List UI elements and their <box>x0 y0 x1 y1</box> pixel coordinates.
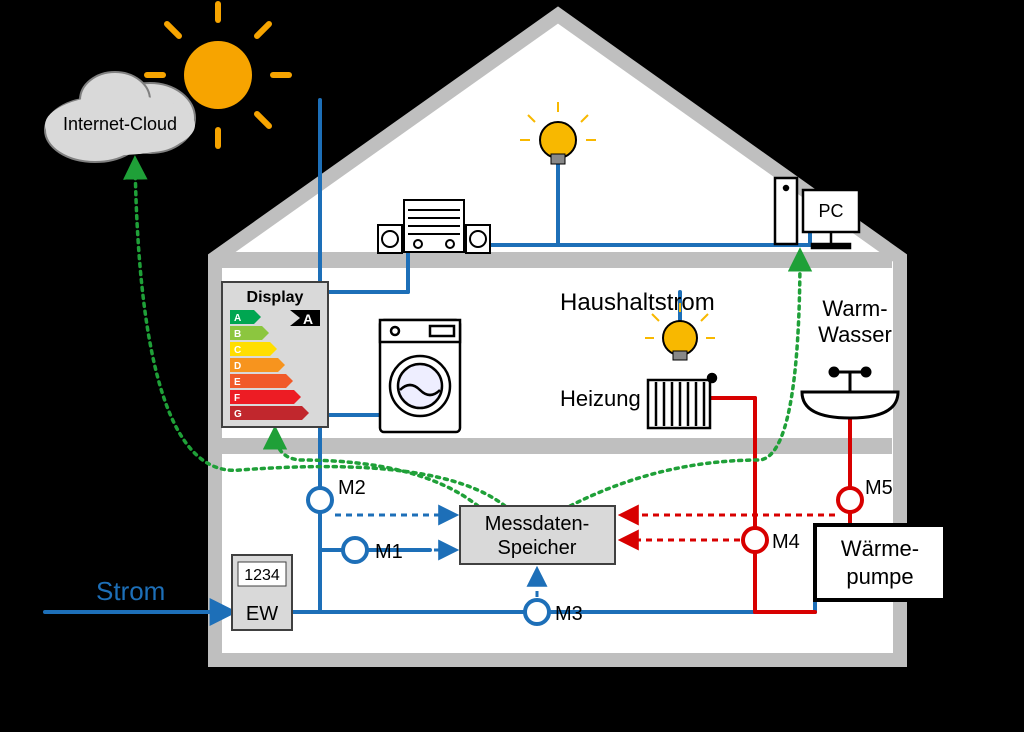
svg-text:C: C <box>234 345 241 356</box>
washing-machine-icon <box>380 320 460 432</box>
svg-text:A: A <box>303 311 313 327</box>
svg-text:Display: Display <box>247 289 304 306</box>
svg-text:Speicher: Speicher <box>498 537 577 559</box>
svg-text:B: B <box>234 329 241 340</box>
svg-text:D: D <box>234 361 241 372</box>
m1-label: M1 <box>375 541 403 563</box>
warmwasser-label-2: Wasser <box>818 322 892 347</box>
warmwasser-label-1: Warm- <box>822 296 887 321</box>
heat-pump-box: Wärme- pumpe <box>815 525 945 600</box>
heizung-label: Heizung <box>560 386 641 411</box>
svg-text:F: F <box>234 393 240 404</box>
svg-text:E: E <box>234 377 241 388</box>
svg-text:pumpe: pumpe <box>846 564 913 589</box>
floor-divider-upper <box>222 252 892 268</box>
m3-label: M3 <box>555 603 583 625</box>
svg-text:1234: 1234 <box>244 567 280 584</box>
smart-home-diagram: Internet-Cloud <box>0 0 1024 732</box>
svg-text:A: A <box>234 313 241 324</box>
haushaltstrom-label: Haushaltstrom <box>560 289 715 316</box>
svg-text:G: G <box>234 409 242 420</box>
floor-divider-lower <box>222 438 892 454</box>
strom-label: Strom <box>96 576 165 606</box>
svg-text:Messdaten-: Messdaten- <box>485 513 590 535</box>
data-storage-box: Messdaten- Speicher <box>460 506 615 564</box>
svg-text:Wärme-: Wärme- <box>841 536 919 561</box>
svg-text:EW: EW <box>246 603 278 625</box>
m4-label: M4 <box>772 531 800 553</box>
cloud-icon: Internet-Cloud <box>45 72 195 162</box>
m2-label: M2 <box>338 477 366 499</box>
display-panel: Display ABCDEFG A <box>222 282 328 427</box>
utility-meter: 1234 EW <box>232 555 292 630</box>
radiator-icon <box>648 374 716 428</box>
cloud-label: Internet-Cloud <box>63 114 177 134</box>
svg-text:PC: PC <box>818 201 843 221</box>
m5-label: M5 <box>865 477 893 499</box>
